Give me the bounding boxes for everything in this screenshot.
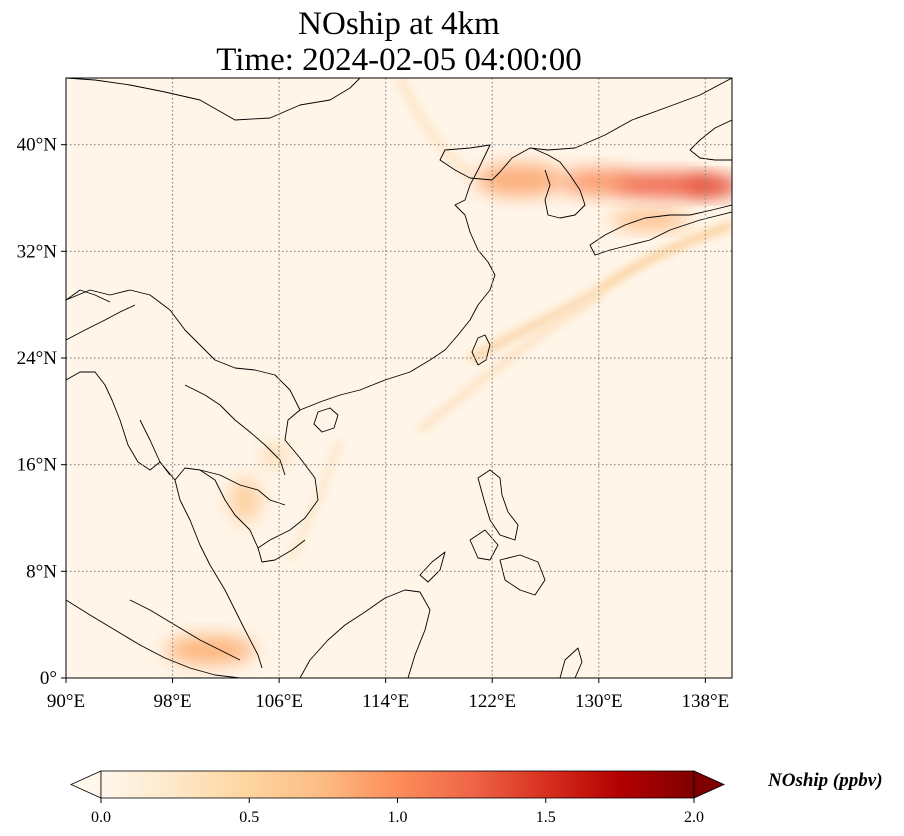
y-tick-label: 16°N bbox=[17, 455, 58, 476]
coastlines-and-borders bbox=[66, 78, 732, 678]
x-tick-label: 98°E bbox=[153, 691, 191, 712]
colorbar-extend-high bbox=[693, 770, 725, 799]
longitude-axis: 90°E 98°E 106°E 114°E 122°E 130°E 138°E bbox=[47, 678, 729, 712]
coastline-vietnam bbox=[257, 409, 319, 563]
shipping-lane-east-china-sea bbox=[467, 285, 603, 365]
border-china-nepal bbox=[66, 289, 111, 303]
plume-japan-south bbox=[610, 211, 690, 229]
border-myanmar-thailand bbox=[139, 419, 176, 481]
border-china-india bbox=[66, 304, 136, 341]
y-tick-label: 32°N bbox=[17, 241, 58, 262]
map-frame bbox=[65, 77, 733, 679]
border-thailand-cambodia bbox=[199, 469, 286, 506]
colorbar-gradient bbox=[100, 770, 695, 799]
colorbar-ticks: 0.0 0.5 1.0 1.5 2.0 bbox=[91, 798, 704, 826]
map-background bbox=[66, 78, 732, 678]
x-tick-label: 106°E bbox=[255, 691, 303, 712]
chart-title-line-1: NOship at 4km bbox=[298, 6, 500, 42]
coastline-sumatra bbox=[66, 599, 241, 678]
colorbar-tick-label: 1.5 bbox=[536, 809, 556, 826]
coastline-philippines-luzon bbox=[477, 469, 519, 541]
coastline-japan-north bbox=[689, 119, 732, 161]
coastline-myanmar bbox=[66, 371, 171, 476]
latitude-axis: 0° 8°N 16°N 24°N 32°N 40°N bbox=[17, 135, 66, 689]
coastline-taiwan bbox=[471, 334, 491, 366]
plume-yellow-sea bbox=[475, 164, 565, 196]
colorbar-tick-label: 2.0 bbox=[684, 809, 704, 826]
y-tick-label: 8°N bbox=[26, 561, 57, 582]
coastline-sumatra-north bbox=[129, 599, 241, 661]
x-tick-label: 122°E bbox=[468, 691, 516, 712]
plume-east-japan bbox=[684, 176, 732, 196]
plume-gulf-thailand bbox=[229, 478, 261, 522]
shipping-lane-east-china-sea-2 bbox=[417, 291, 603, 434]
colorbar-extend-low bbox=[70, 770, 102, 799]
shipping-lane-pacific bbox=[597, 220, 732, 294]
x-tick-label: 90°E bbox=[47, 691, 85, 712]
x-tick-label: 138°E bbox=[682, 691, 730, 712]
x-tick-label: 114°E bbox=[362, 691, 409, 712]
coastline-palawan bbox=[419, 551, 446, 583]
colorbar-tick-label: 0.0 bbox=[91, 809, 111, 826]
coastline-china-east bbox=[299, 78, 732, 411]
gridlines bbox=[66, 78, 732, 678]
colorbar: 0.0 0.5 1.0 1.5 2.0 bbox=[70, 770, 725, 826]
shipping-lane-taiwan bbox=[395, 78, 474, 179]
colorbar-tick-label: 1.0 bbox=[388, 809, 408, 826]
coastline-philippines-visayas bbox=[469, 529, 499, 561]
coastline-sulawesi bbox=[559, 647, 583, 678]
colorbar-tick-label: 0.5 bbox=[239, 809, 259, 826]
border-china-indochina bbox=[66, 289, 301, 411]
x-tick-label: 130°E bbox=[575, 691, 623, 712]
y-tick-label: 0° bbox=[40, 668, 57, 689]
coastline-japan bbox=[589, 204, 732, 256]
coastline-philippines-mindanao bbox=[499, 554, 546, 596]
border-laos-vietnam bbox=[184, 384, 286, 476]
y-tick-label: 24°N bbox=[17, 348, 58, 369]
plume-malacca bbox=[165, 636, 255, 664]
colorbar-label: NOship (ppbv) bbox=[768, 770, 883, 791]
coastline-korea bbox=[531, 147, 586, 219]
y-tick-label: 40°N bbox=[17, 135, 58, 156]
border-russia-china bbox=[66, 78, 361, 121]
coastline-indochina-west bbox=[174, 467, 263, 669]
coastline-borneo bbox=[299, 589, 431, 678]
coastline-hainan bbox=[313, 407, 339, 433]
chart-title-line-2: Time: 2024-02-05 04:00:00 bbox=[216, 42, 582, 78]
